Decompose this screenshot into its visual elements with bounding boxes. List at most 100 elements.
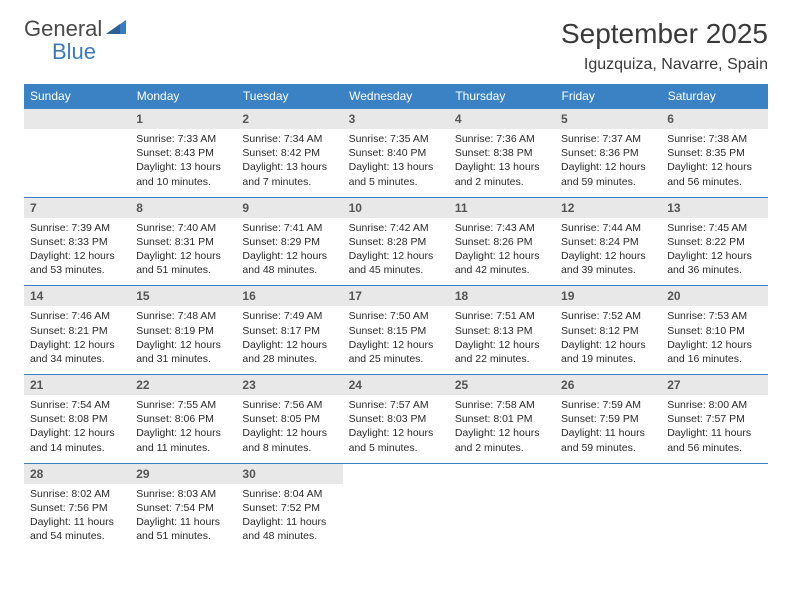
day-body-empty (24, 129, 130, 154)
weekday-header: Tuesday (236, 84, 342, 109)
day-number: 13 (661, 198, 767, 218)
calendar-cell-empty (661, 463, 767, 551)
calendar-cell-empty (555, 463, 661, 551)
day-body: Sunrise: 8:03 AMSunset: 7:54 PMDaylight:… (130, 484, 236, 552)
day-number: 23 (236, 375, 342, 395)
calendar-cell: 11Sunrise: 7:43 AMSunset: 8:26 PMDayligh… (449, 197, 555, 286)
calendar-cell: 1Sunrise: 7:33 AMSunset: 8:43 PMDaylight… (130, 109, 236, 198)
day-number: 27 (661, 375, 767, 395)
day-body: Sunrise: 7:57 AMSunset: 8:03 PMDaylight:… (343, 395, 449, 463)
day-number: 24 (343, 375, 449, 395)
calendar-cell: 12Sunrise: 7:44 AMSunset: 8:24 PMDayligh… (555, 197, 661, 286)
calendar-cell: 18Sunrise: 7:51 AMSunset: 8:13 PMDayligh… (449, 286, 555, 375)
day-number: 3 (343, 109, 449, 129)
day-body: Sunrise: 7:48 AMSunset: 8:19 PMDaylight:… (130, 306, 236, 374)
day-body: Sunrise: 7:45 AMSunset: 8:22 PMDaylight:… (661, 218, 767, 286)
day-number: 5 (555, 109, 661, 129)
day-body: Sunrise: 7:52 AMSunset: 8:12 PMDaylight:… (555, 306, 661, 374)
calendar-cell: 29Sunrise: 8:03 AMSunset: 7:54 PMDayligh… (130, 463, 236, 551)
calendar-cell: 8Sunrise: 7:40 AMSunset: 8:31 PMDaylight… (130, 197, 236, 286)
day-body: Sunrise: 7:46 AMSunset: 8:21 PMDaylight:… (24, 306, 130, 374)
day-number: 1 (130, 109, 236, 129)
day-body: Sunrise: 7:39 AMSunset: 8:33 PMDaylight:… (24, 218, 130, 286)
weekday-header: Thursday (449, 84, 555, 109)
title-month: September 2025 (561, 18, 768, 50)
day-body: Sunrise: 7:50 AMSunset: 8:15 PMDaylight:… (343, 306, 449, 374)
weekday-header: Saturday (661, 84, 767, 109)
logo-word1: General (24, 16, 102, 41)
calendar-cell-empty (24, 109, 130, 198)
logo: General Blue (24, 18, 128, 64)
day-number: 25 (449, 375, 555, 395)
day-number: 15 (130, 286, 236, 306)
calendar-cell: 19Sunrise: 7:52 AMSunset: 8:12 PMDayligh… (555, 286, 661, 375)
day-body: Sunrise: 7:33 AMSunset: 8:43 PMDaylight:… (130, 129, 236, 197)
day-body: Sunrise: 7:58 AMSunset: 8:01 PMDaylight:… (449, 395, 555, 463)
calendar-cell: 17Sunrise: 7:50 AMSunset: 8:15 PMDayligh… (343, 286, 449, 375)
day-body: Sunrise: 7:59 AMSunset: 7:59 PMDaylight:… (555, 395, 661, 463)
day-number: 11 (449, 198, 555, 218)
day-body: Sunrise: 7:36 AMSunset: 8:38 PMDaylight:… (449, 129, 555, 197)
day-body: Sunrise: 8:02 AMSunset: 7:56 PMDaylight:… (24, 484, 130, 552)
day-number: 10 (343, 198, 449, 218)
weekday-header: Wednesday (343, 84, 449, 109)
calendar-cell: 24Sunrise: 7:57 AMSunset: 8:03 PMDayligh… (343, 375, 449, 464)
calendar-cell: 6Sunrise: 7:38 AMSunset: 8:35 PMDaylight… (661, 109, 767, 198)
calendar-cell: 15Sunrise: 7:48 AMSunset: 8:19 PMDayligh… (130, 286, 236, 375)
calendar-cell: 9Sunrise: 7:41 AMSunset: 8:29 PMDaylight… (236, 197, 342, 286)
calendar-cell: 14Sunrise: 7:46 AMSunset: 8:21 PMDayligh… (24, 286, 130, 375)
day-number: 12 (555, 198, 661, 218)
calendar-row: 1Sunrise: 7:33 AMSunset: 8:43 PMDaylight… (24, 109, 768, 198)
day-number: 22 (130, 375, 236, 395)
weekday-header-row: SundayMondayTuesdayWednesdayThursdayFrid… (24, 84, 768, 109)
page-header: General Blue September 2025 Iguzquiza, N… (24, 18, 768, 74)
calendar-cell: 16Sunrise: 7:49 AMSunset: 8:17 PMDayligh… (236, 286, 342, 375)
day-body: Sunrise: 7:41 AMSunset: 8:29 PMDaylight:… (236, 218, 342, 286)
day-body: Sunrise: 7:55 AMSunset: 8:06 PMDaylight:… (130, 395, 236, 463)
day-number: 29 (130, 464, 236, 484)
calendar-cell: 26Sunrise: 7:59 AMSunset: 7:59 PMDayligh… (555, 375, 661, 464)
calendar-cell: 3Sunrise: 7:35 AMSunset: 8:40 PMDaylight… (343, 109, 449, 198)
calendar-cell: 4Sunrise: 7:36 AMSunset: 8:38 PMDaylight… (449, 109, 555, 198)
calendar-body: 1Sunrise: 7:33 AMSunset: 8:43 PMDaylight… (24, 109, 768, 552)
day-number: 26 (555, 375, 661, 395)
title-block: September 2025 Iguzquiza, Navarre, Spain (561, 18, 768, 74)
day-number: 14 (24, 286, 130, 306)
calendar-row: 7Sunrise: 7:39 AMSunset: 8:33 PMDaylight… (24, 197, 768, 286)
day-number: 19 (555, 286, 661, 306)
logo-word2: Blue (52, 39, 96, 64)
day-number: 17 (343, 286, 449, 306)
calendar-cell: 25Sunrise: 7:58 AMSunset: 8:01 PMDayligh… (449, 375, 555, 464)
calendar-cell: 30Sunrise: 8:04 AMSunset: 7:52 PMDayligh… (236, 463, 342, 551)
day-number: 6 (661, 109, 767, 129)
logo-sail-icon (104, 18, 128, 41)
calendar-cell: 27Sunrise: 8:00 AMSunset: 7:57 PMDayligh… (661, 375, 767, 464)
day-number: 7 (24, 198, 130, 218)
day-number: 20 (661, 286, 767, 306)
day-body: Sunrise: 7:44 AMSunset: 8:24 PMDaylight:… (555, 218, 661, 286)
day-body: Sunrise: 7:51 AMSunset: 8:13 PMDaylight:… (449, 306, 555, 374)
calendar-cell: 28Sunrise: 8:02 AMSunset: 7:56 PMDayligh… (24, 463, 130, 551)
calendar-table: SundayMondayTuesdayWednesdayThursdayFrid… (24, 84, 768, 551)
day-body: Sunrise: 7:34 AMSunset: 8:42 PMDaylight:… (236, 129, 342, 197)
day-body: Sunrise: 7:56 AMSunset: 8:05 PMDaylight:… (236, 395, 342, 463)
calendar-cell-empty (449, 463, 555, 551)
calendar-cell-empty (343, 463, 449, 551)
calendar-row: 28Sunrise: 8:02 AMSunset: 7:56 PMDayligh… (24, 463, 768, 551)
day-body: Sunrise: 8:00 AMSunset: 7:57 PMDaylight:… (661, 395, 767, 463)
calendar-cell: 21Sunrise: 7:54 AMSunset: 8:08 PMDayligh… (24, 375, 130, 464)
day-number: 4 (449, 109, 555, 129)
day-body: Sunrise: 7:49 AMSunset: 8:17 PMDaylight:… (236, 306, 342, 374)
calendar-cell: 22Sunrise: 7:55 AMSunset: 8:06 PMDayligh… (130, 375, 236, 464)
weekday-header: Friday (555, 84, 661, 109)
calendar-cell: 5Sunrise: 7:37 AMSunset: 8:36 PMDaylight… (555, 109, 661, 198)
day-body: Sunrise: 7:54 AMSunset: 8:08 PMDaylight:… (24, 395, 130, 463)
calendar-cell: 23Sunrise: 7:56 AMSunset: 8:05 PMDayligh… (236, 375, 342, 464)
calendar-row: 14Sunrise: 7:46 AMSunset: 8:21 PMDayligh… (24, 286, 768, 375)
day-number: 16 (236, 286, 342, 306)
calendar-row: 21Sunrise: 7:54 AMSunset: 8:08 PMDayligh… (24, 375, 768, 464)
calendar-cell: 20Sunrise: 7:53 AMSunset: 8:10 PMDayligh… (661, 286, 767, 375)
day-number: 21 (24, 375, 130, 395)
day-body: Sunrise: 7:37 AMSunset: 8:36 PMDaylight:… (555, 129, 661, 197)
day-number: 2 (236, 109, 342, 129)
